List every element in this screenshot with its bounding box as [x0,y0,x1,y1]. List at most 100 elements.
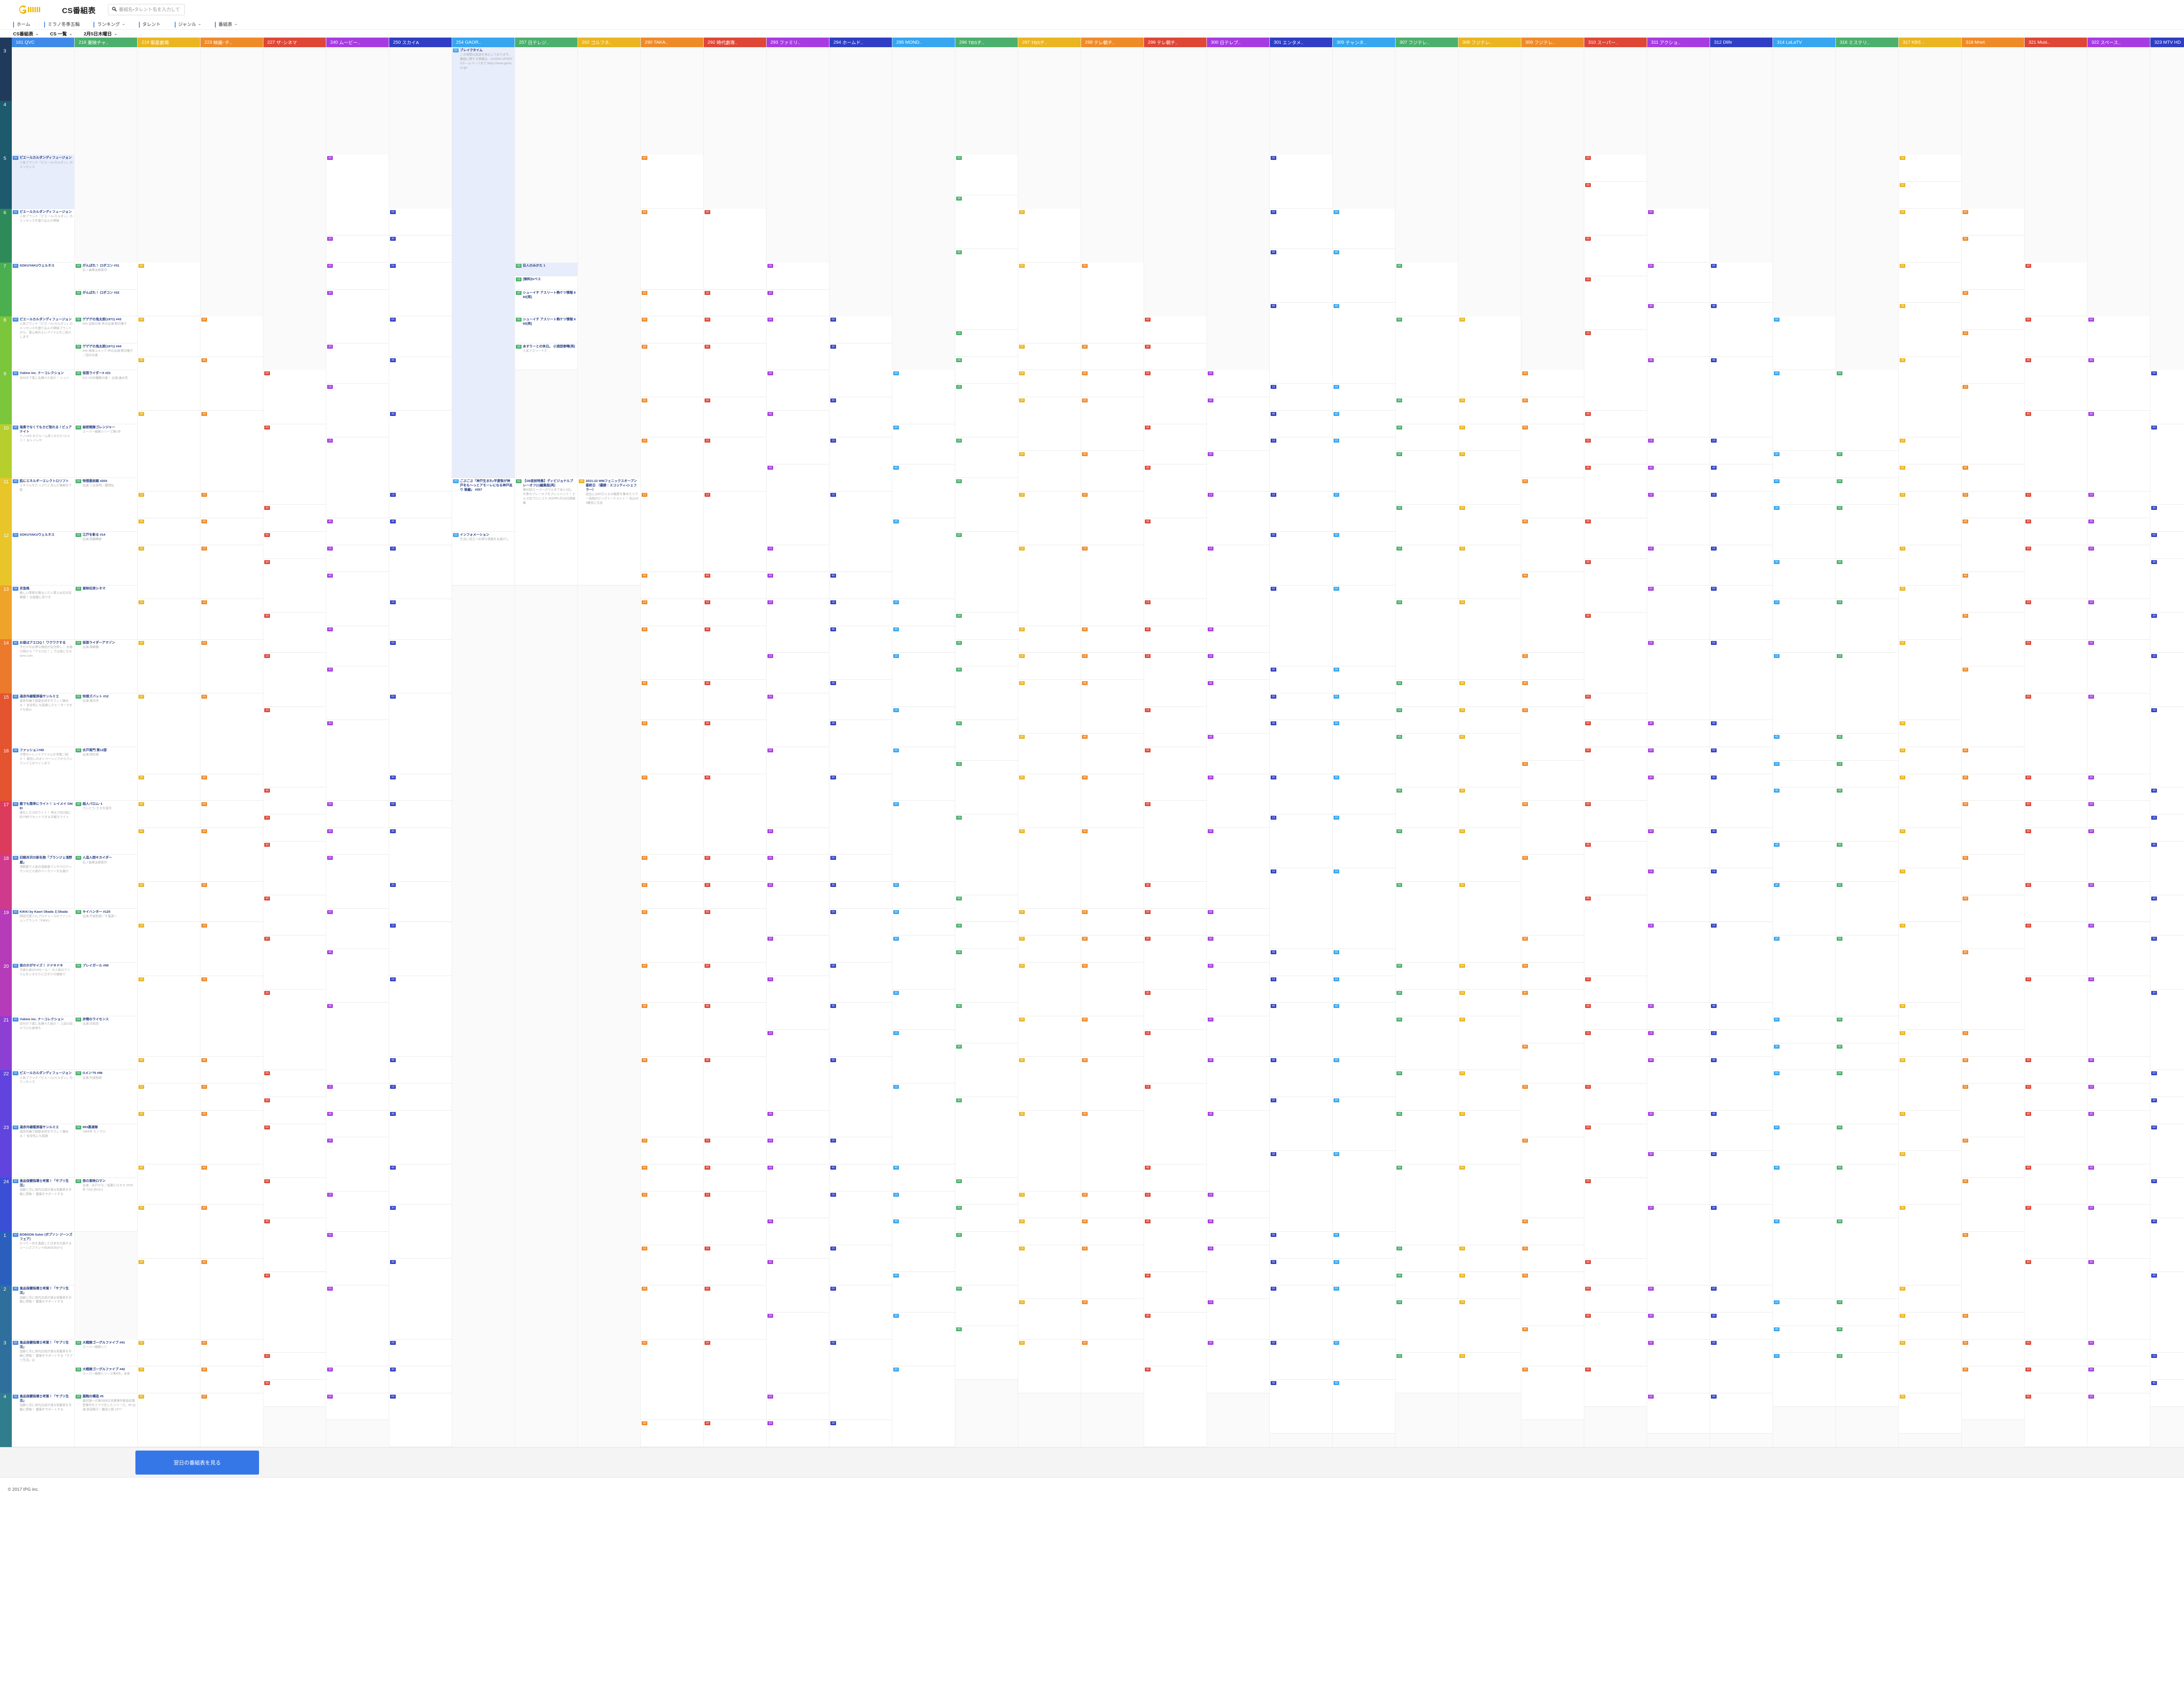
program-cell[interactable]: 30 [1521,1366,1584,1420]
program-cell[interactable]: 45 [2025,1056,2087,1084]
program-cell[interactable]: 00 [641,208,703,290]
program-cell[interactable]: 30 [1018,774,1081,828]
program-cell[interactable]: 30 [1333,666,1395,693]
program-cell[interactable]: 45 [263,841,326,895]
program-cell[interactable]: 45 [1144,626,1206,653]
program-cell[interactable]: 00 [704,316,766,343]
program-cell[interactable]: 15 [2087,491,2150,519]
program-cell[interactable]: 30 [1333,720,1395,774]
program-cell[interactable]: 00 ファッションHD 今季のトレンドアイテムを多数ご紹介！ 着回しのきくベーシック… [12,747,74,801]
program-cell[interactable]: 45 [1773,734,1835,761]
program-cell[interactable]: 00 [1458,1016,1521,1070]
program-cell[interactable]: 00 [1333,1232,1395,1259]
program-cell[interactable]: 30 [1458,882,1521,963]
program-cell[interactable]: 00 [1081,908,1144,936]
program-cell[interactable]: 45 [1836,1164,1898,1219]
program-cell[interactable]: 15 [1710,437,1773,465]
program-cell[interactable]: 30 [389,882,452,922]
program-cell[interactable]: 45 [1899,303,1961,357]
program-cell[interactable]: 30 [2150,505,2184,532]
program-cell[interactable]: 00 [1333,1339,1395,1380]
program-cell[interactable]: 00 シューイチ アスリート熱ケツ情報 860[再] [515,316,577,343]
program-cell[interactable]: 45 [1584,841,1647,895]
program-cell[interactable]: 00 [641,316,703,343]
program-cell[interactable]: 15 [1458,1245,1521,1272]
program-cell[interactable]: 30 [829,1420,892,1447]
gnav-item-3[interactable]: タレント [138,21,163,28]
program-cell[interactable]: 45 [1458,787,1521,828]
program-cell[interactable]: 00 [2150,424,2184,505]
program-cell[interactable]: 15 [無料]Gベス [515,276,577,290]
program-cell[interactable]: 30 [138,1366,200,1393]
gnav-item-1[interactable]: ミラノ冬季五輪 [44,21,82,28]
program-cell[interactable]: 00 旧軽井沢の新名物「ブランジェ浅野屋」 浅野屋で人気の高級食パンやクロワッサンな… [12,855,74,909]
program-cell[interactable]: 15 [1962,1084,2024,1138]
program-cell[interactable]: 15 [641,491,703,572]
program-cell[interactable]: 15 [1962,1029,2024,1057]
program-cell[interactable]: 00 [200,801,263,828]
program-cell[interactable]: 30 [1396,828,1458,882]
program-cell[interactable]: 15 [138,1084,200,1111]
program-cell[interactable]: 45 [955,357,1018,384]
program-cell[interactable]: 45 [829,1056,892,1138]
program-cell[interactable]: 00 [1836,478,1898,505]
program-cell[interactable]: 15 [1773,653,1835,734]
program-cell[interactable]: 00 [1458,316,1521,397]
channel-header-262[interactable]: 262 ゴルフネ.. [578,38,640,47]
program-cell[interactable]: 45 [641,1003,703,1057]
program-cell[interactable]: 00 [200,1393,263,1447]
program-cell[interactable]: 00 [2025,693,2087,774]
program-cell[interactable]: 45 [2025,1110,2087,1165]
program-cell[interactable]: 45 [2087,357,2150,411]
program-cell[interactable]: 15 [1270,491,1332,532]
program-cell[interactable]: 00 がんばれ！ ロボコン #31 石ノ森章太郎原作 [75,262,137,290]
program-cell[interactable]: 00 仮面ライダーアマゾン 出演:岡崎徹 [75,639,137,693]
program-cell[interactable]: 45 [1836,734,1898,761]
program-cell[interactable]: 30 [200,1205,263,1259]
program-cell[interactable]: 45 [1018,1056,1081,1111]
program-cell[interactable]: 30 [1584,720,1647,747]
program-cell[interactable]: 30 [1899,1312,1961,1340]
program-cell[interactable]: 30 [1270,1151,1332,1232]
program-cell[interactable]: 30 [1458,505,1521,545]
program-cell[interactable]: 15 [1333,976,1395,1003]
program-cell[interactable]: 30 [892,935,955,990]
program-cell[interactable]: 30 [892,1312,955,1367]
program-cell[interactable]: 30 [1458,397,1521,424]
program-cell[interactable]: 00 [389,639,452,693]
program-cell[interactable]: 00 [263,1070,326,1097]
program-cell[interactable]: 00 [1899,1339,1961,1393]
program-cell[interactable]: 30 [1207,397,1269,451]
program-cell[interactable]: 15 [1333,437,1395,492]
program-cell[interactable]: 00 [1018,908,1081,936]
program-cell[interactable]: 00 [389,693,452,774]
channel-header-305[interactable]: 305 チャンネ.. [1333,38,1395,47]
program-cell[interactable]: 30 [1144,343,1206,371]
program-cell[interactable]: 00 [1018,208,1081,263]
channel-header-292[interactable]: 292 時代劇専.. [704,38,766,47]
program-cell[interactable]: 15 [200,545,263,599]
program-cell[interactable]: 00 [1962,855,2024,895]
program-cell[interactable]: 00 [1333,532,1395,586]
program-cell[interactable]: 00 [1521,962,1584,990]
channel-header-293[interactable]: 293 ファミリ.. [767,38,829,47]
program-cell[interactable]: 00 [1773,370,1835,451]
program-cell[interactable]: 30 [263,935,326,990]
program-cell[interactable]: 00 [1144,316,1206,343]
program-cell[interactable]: 00 [641,1339,703,1420]
program-cell[interactable]: 45 [1081,1056,1144,1111]
program-cell[interactable]: 00 ピエールカルダンディフュージョン 人気ブランド「ピエール・カルダン」のエッセン… [12,1070,74,1124]
program-cell[interactable]: 00 [2150,1124,2184,1178]
program-cell[interactable]: 45 [829,1003,892,1057]
channel-header-295[interactable]: 295 MOND.. [892,38,955,47]
program-cell[interactable]: 45 [1647,1056,1710,1111]
program-cell[interactable]: 00 [1396,1016,1458,1070]
channel-header-301[interactable]: 301 エンタメ.. [1270,38,1332,47]
program-cell[interactable]: 00 人造人間キカイダー 石ノ森章太郎原作 [75,855,137,909]
program-cell[interactable]: 45 [138,1110,200,1165]
program-cell[interactable]: 00 BOBSON Sutor (ボブソン ジーンズフェア) かつて一世を風靡した日… [12,1232,74,1286]
gnav-item-0[interactable]: ホーム [13,21,33,28]
program-cell[interactable]: 45 [767,464,829,545]
program-cell[interactable]: 30 [892,989,955,1030]
program-cell[interactable]: 15 [767,1137,829,1165]
